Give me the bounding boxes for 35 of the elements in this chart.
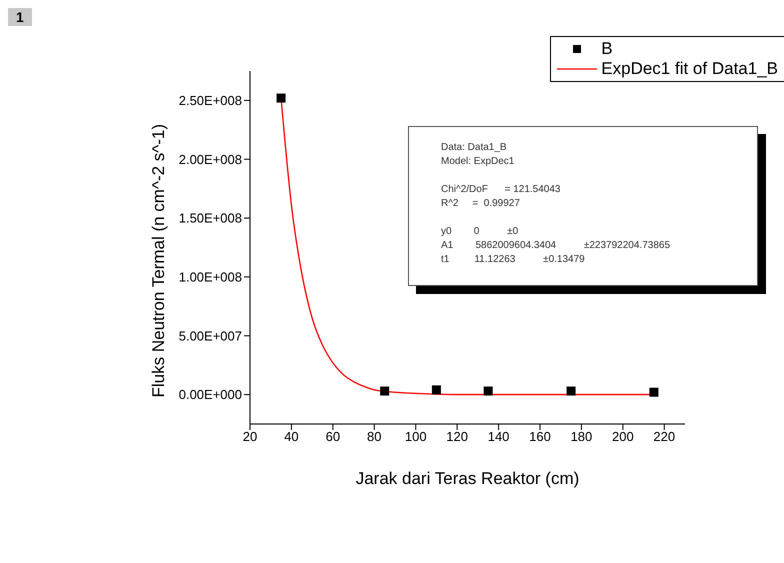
y-tick-label: 1.00E+008	[178, 270, 242, 285]
x-tick-label: 40	[284, 429, 299, 444]
x-tick-label: 60	[326, 429, 340, 444]
annotation: R^2 = 0.99927	[441, 197, 521, 211]
x-tick-label: 160	[529, 429, 551, 444]
x-axis-title: Jarak dari Teras Reaktor (cm)	[356, 469, 580, 488]
y-tick-label: 1.50E+008	[178, 210, 242, 226]
x-tick-label: 100	[404, 429, 427, 444]
x-tick-label: 220	[653, 429, 676, 444]
x-tick-label: 20	[242, 429, 258, 444]
annotation: Data: Data1_B	[441, 141, 508, 155]
point	[649, 388, 658, 397]
y-tick-label: 5.00E+007	[178, 328, 242, 344]
point	[484, 386, 493, 396]
point	[432, 385, 441, 394]
y-tick-label: 2.50E+008	[178, 93, 242, 108]
x-tick-label: 180	[570, 429, 592, 444]
text: 1	[8, 8, 32, 26]
legend-label: B	[601, 39, 613, 59]
x-tick-label: 200	[612, 429, 634, 444]
point	[276, 94, 286, 103]
annotation: t1 11.12263 ±0.13479	[441, 253, 586, 267]
annotation: Model: ExpDec1	[441, 155, 516, 169]
annotation: Chi^2/DoF = 121.54043	[441, 183, 562, 197]
x-tick-label: 140	[488, 429, 510, 444]
x-tick-label: 120	[446, 429, 468, 444]
point	[566, 386, 576, 396]
annotation: y0 0 ±0	[441, 225, 520, 239]
legend-label: ExpDec1 fit of Data1_B	[601, 59, 778, 79]
point	[380, 386, 390, 396]
y-axis-title: Fluks Neutron Termal (n cm^-2 s^-1)	[149, 124, 168, 398]
annotation: A1 5862009604.3404 ±223792204.73865	[441, 239, 672, 253]
y-tick-label: 2.00E+008	[178, 152, 242, 167]
x-tick-label: 80	[367, 429, 382, 444]
y-tick-label: 0.00E+000	[178, 387, 242, 402]
